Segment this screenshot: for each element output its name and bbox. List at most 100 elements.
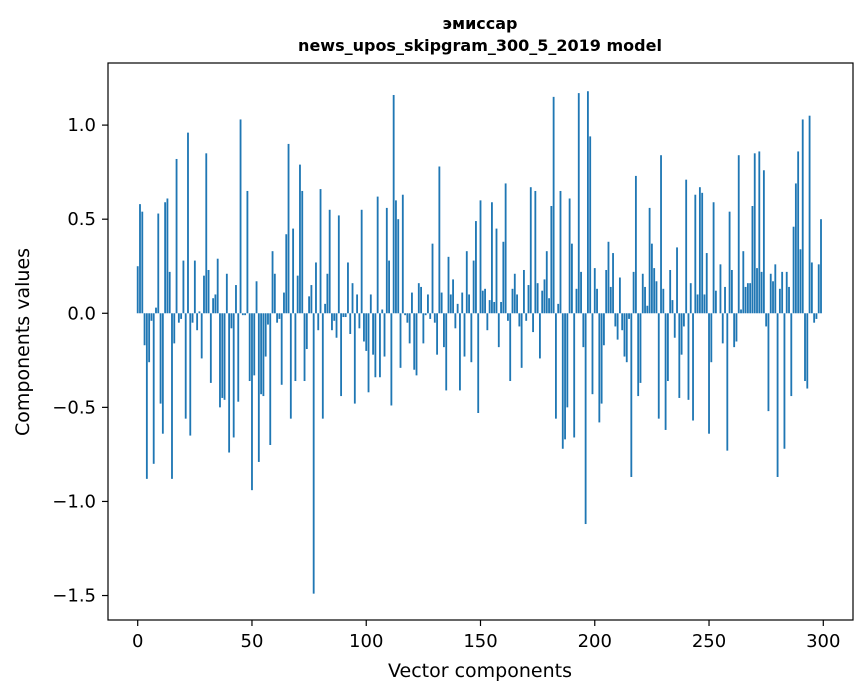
- bar-153: [486, 313, 489, 331]
- bar-264: [740, 309, 742, 314]
- y-axis-label: Components values: [12, 248, 34, 436]
- bar-196: [584, 313, 587, 525]
- bar-284: [785, 271, 788, 314]
- bar-112: [392, 94, 395, 314]
- bar-55: [262, 313, 265, 397]
- bar-76: [310, 285, 313, 314]
- bar-186: [561, 313, 564, 449]
- bar-293: [806, 313, 809, 389]
- bar-72: [301, 190, 304, 314]
- bar-154: [488, 300, 491, 314]
- bar-31: [207, 269, 210, 314]
- bar-63: [280, 313, 283, 385]
- bar-41: [230, 313, 233, 329]
- bar-7: [152, 313, 155, 464]
- bar-219: [637, 313, 640, 397]
- bar-170: [525, 313, 528, 321]
- bar-92: [347, 262, 349, 314]
- bar-217: [632, 271, 635, 314]
- bar-213: [623, 313, 626, 357]
- bar-184: [557, 303, 560, 314]
- bar-188: [566, 313, 569, 408]
- bar-36: [219, 313, 221, 408]
- bar-39: [225, 273, 228, 314]
- bar-119: [408, 313, 411, 344]
- chart-title: эмиссар: [443, 14, 518, 33]
- x-tick-label: 150: [463, 631, 497, 652]
- bar-157: [495, 228, 498, 314]
- bar-177: [541, 290, 544, 314]
- bar-80: [319, 189, 322, 314]
- bar-198: [589, 136, 592, 314]
- bar-23: [189, 313, 192, 436]
- bar-260: [730, 269, 733, 314]
- bar-211: [618, 277, 621, 314]
- bar-62: [278, 313, 281, 319]
- bar-269: [751, 206, 754, 314]
- bar-65: [285, 234, 288, 314]
- bar-165: [513, 273, 516, 314]
- bar-84: [328, 209, 331, 314]
- bar-261: [733, 313, 736, 348]
- bar-197: [586, 91, 589, 314]
- y-tick-label: −1.0: [52, 491, 96, 512]
- x-tick-label: 50: [241, 631, 264, 652]
- bar-5: [148, 313, 151, 363]
- y-tick-label: 1.0: [67, 115, 96, 136]
- bar-141: [459, 313, 461, 391]
- bar-146: [470, 313, 473, 363]
- bar-257: [724, 286, 726, 314]
- bar-236: [676, 247, 678, 314]
- bar-75: [308, 296, 311, 314]
- bar-190: [571, 243, 573, 314]
- bar-266: [744, 286, 747, 314]
- bar-296: [813, 313, 816, 323]
- bar-51: [253, 313, 256, 376]
- bar-88: [337, 215, 340, 314]
- bar-87: [335, 313, 338, 338]
- bar-299: [820, 219, 822, 314]
- bar-218: [634, 175, 637, 314]
- bar-294: [808, 115, 811, 314]
- bar-125: [422, 313, 425, 344]
- bar-89: [340, 313, 343, 397]
- bar-149: [477, 313, 480, 413]
- bar-54: [260, 313, 263, 395]
- bar-56: [264, 313, 267, 357]
- bar-121: [413, 313, 416, 370]
- bar-172: [529, 187, 532, 314]
- bar-99: [363, 313, 365, 342]
- bar-8: [155, 307, 157, 314]
- bar-96: [356, 294, 359, 314]
- bar-187: [564, 313, 566, 440]
- bar-50: [251, 313, 253, 491]
- x-tick-label: 100: [349, 631, 383, 652]
- bar-115: [399, 313, 402, 368]
- bar-155: [491, 202, 493, 314]
- bar-113: [395, 200, 397, 314]
- bar-210: [616, 313, 619, 340]
- bar-67: [289, 313, 292, 419]
- bar-150: [479, 200, 482, 314]
- bar-0: [136, 266, 139, 314]
- bar-162: [507, 313, 509, 321]
- bar-71: [299, 164, 301, 314]
- bar-101: [367, 313, 370, 393]
- bar-292: [804, 313, 806, 382]
- bar-290: [799, 249, 802, 314]
- bar-286: [790, 313, 793, 397]
- bar-205: [605, 269, 608, 314]
- bar-265: [742, 251, 745, 314]
- bar-15: [171, 313, 173, 479]
- bar-47: [244, 313, 247, 316]
- bar-114: [397, 219, 400, 314]
- bar-189: [568, 198, 571, 314]
- bar-133: [440, 292, 443, 314]
- bar-201: [596, 288, 598, 314]
- bar-271: [756, 268, 758, 314]
- bar-11: [161, 313, 164, 434]
- bar-147: [472, 260, 475, 314]
- bar-70: [296, 275, 299, 314]
- bar-104: [374, 313, 377, 378]
